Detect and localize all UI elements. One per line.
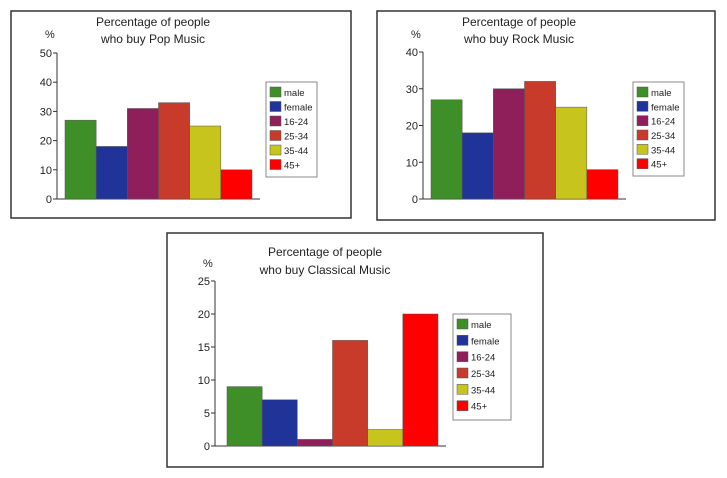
y-tick-label: 50 xyxy=(40,48,52,60)
legend-label: 35-44 xyxy=(651,145,675,156)
bar-female xyxy=(95,146,128,200)
legend-swatch xyxy=(269,130,282,141)
legend-swatch xyxy=(269,144,282,156)
legend-label: male xyxy=(284,88,305,99)
y-axis-label: % xyxy=(45,29,55,41)
chart-title-line: Percentage of people xyxy=(462,15,576,29)
legend-label: 45+ xyxy=(471,402,488,413)
bar-female xyxy=(461,132,494,200)
legend-swatch xyxy=(456,384,469,395)
legend-label: male xyxy=(471,320,492,331)
y-tick-label: 20 xyxy=(40,136,52,148)
legend-swatch xyxy=(456,335,469,346)
bar-25-34 xyxy=(524,81,556,200)
legend-label: female xyxy=(284,103,313,114)
legend-swatch xyxy=(456,318,469,330)
bar-male xyxy=(226,386,263,447)
legend-swatch xyxy=(636,158,649,169)
legend-label: 16-24 xyxy=(471,353,495,364)
legend-swatch xyxy=(269,115,282,127)
chart-1: Percentage of people who buy Rock Music% 0… xyxy=(376,10,716,221)
legend-label: 45+ xyxy=(284,161,301,172)
legend-swatch xyxy=(269,101,282,112)
bar-45+ xyxy=(586,169,619,200)
chart-title-line: who buy Pop Music xyxy=(100,32,205,46)
bar-16-24 xyxy=(493,88,525,200)
bar-25-34 xyxy=(158,102,190,200)
y-tick-label: 30 xyxy=(40,106,52,118)
legend-swatch xyxy=(456,351,469,362)
y-tick-label: 20 xyxy=(406,121,418,133)
legend-swatch xyxy=(636,144,649,155)
chart-title-line: Percentage of people xyxy=(96,15,210,29)
legend-swatch xyxy=(456,367,469,379)
y-tick-label: 20 xyxy=(198,309,210,321)
legend-swatch xyxy=(269,159,282,170)
bar-35-44 xyxy=(189,125,222,200)
y-tick-label: 10 xyxy=(198,375,210,387)
legend-label: 16-24 xyxy=(284,117,308,128)
legend-swatch xyxy=(269,86,282,98)
bar-male xyxy=(430,99,463,200)
y-tick-label: 40 xyxy=(406,47,418,59)
y-axis-label: % xyxy=(203,258,213,270)
chart-2: Percentage of people who buy Classical Mu… xyxy=(166,232,544,468)
legend-label: 35-44 xyxy=(471,385,495,396)
y-tick-label: 15 xyxy=(198,342,210,354)
legend-label: 25-34 xyxy=(284,132,308,143)
chart-title-line: Percentage of people xyxy=(268,245,382,259)
bar-16-24 xyxy=(297,439,333,447)
legend-label: 45+ xyxy=(651,160,668,171)
legend-swatch xyxy=(636,115,649,126)
chart-title-line: who buy Classical Music xyxy=(259,263,391,277)
legend-label: female xyxy=(651,102,680,113)
bar-35-44 xyxy=(555,106,588,200)
y-tick-label: 10 xyxy=(40,165,52,177)
chart-title-line: who buy Rock Music xyxy=(463,32,574,46)
y-tick-label: 40 xyxy=(40,77,52,89)
legend-label: female xyxy=(471,336,500,347)
y-axis-label: % xyxy=(411,29,421,41)
chart-0: Percentage of people who buy Pop Music% 0 1… xyxy=(10,10,352,219)
y-tick-label: 0 xyxy=(412,194,418,206)
y-tick-label: 10 xyxy=(406,157,418,169)
bar-35-44 xyxy=(367,429,404,447)
y-tick-label: 30 xyxy=(406,84,418,96)
legend-swatch xyxy=(456,400,469,411)
bar-16-24 xyxy=(127,108,159,200)
legend-swatch xyxy=(636,101,649,112)
legend-swatch xyxy=(636,129,649,141)
legend-swatch xyxy=(636,86,649,98)
legend-label: 16-24 xyxy=(651,117,675,128)
y-tick-label: 25 xyxy=(198,276,210,288)
bar-female xyxy=(261,399,298,447)
bar-45+ xyxy=(402,313,439,447)
y-tick-label: 0 xyxy=(46,194,52,206)
bar-male xyxy=(64,119,97,200)
y-tick-label: 0 xyxy=(204,441,210,453)
legend-label: 25-34 xyxy=(471,369,495,380)
legend-label: male xyxy=(651,88,672,99)
y-tick-label: 5 xyxy=(204,408,210,420)
bar-25-34 xyxy=(332,340,368,447)
bar-45+ xyxy=(220,169,253,200)
legend-label: 35-44 xyxy=(284,146,308,157)
legend-label: 25-34 xyxy=(651,131,675,142)
